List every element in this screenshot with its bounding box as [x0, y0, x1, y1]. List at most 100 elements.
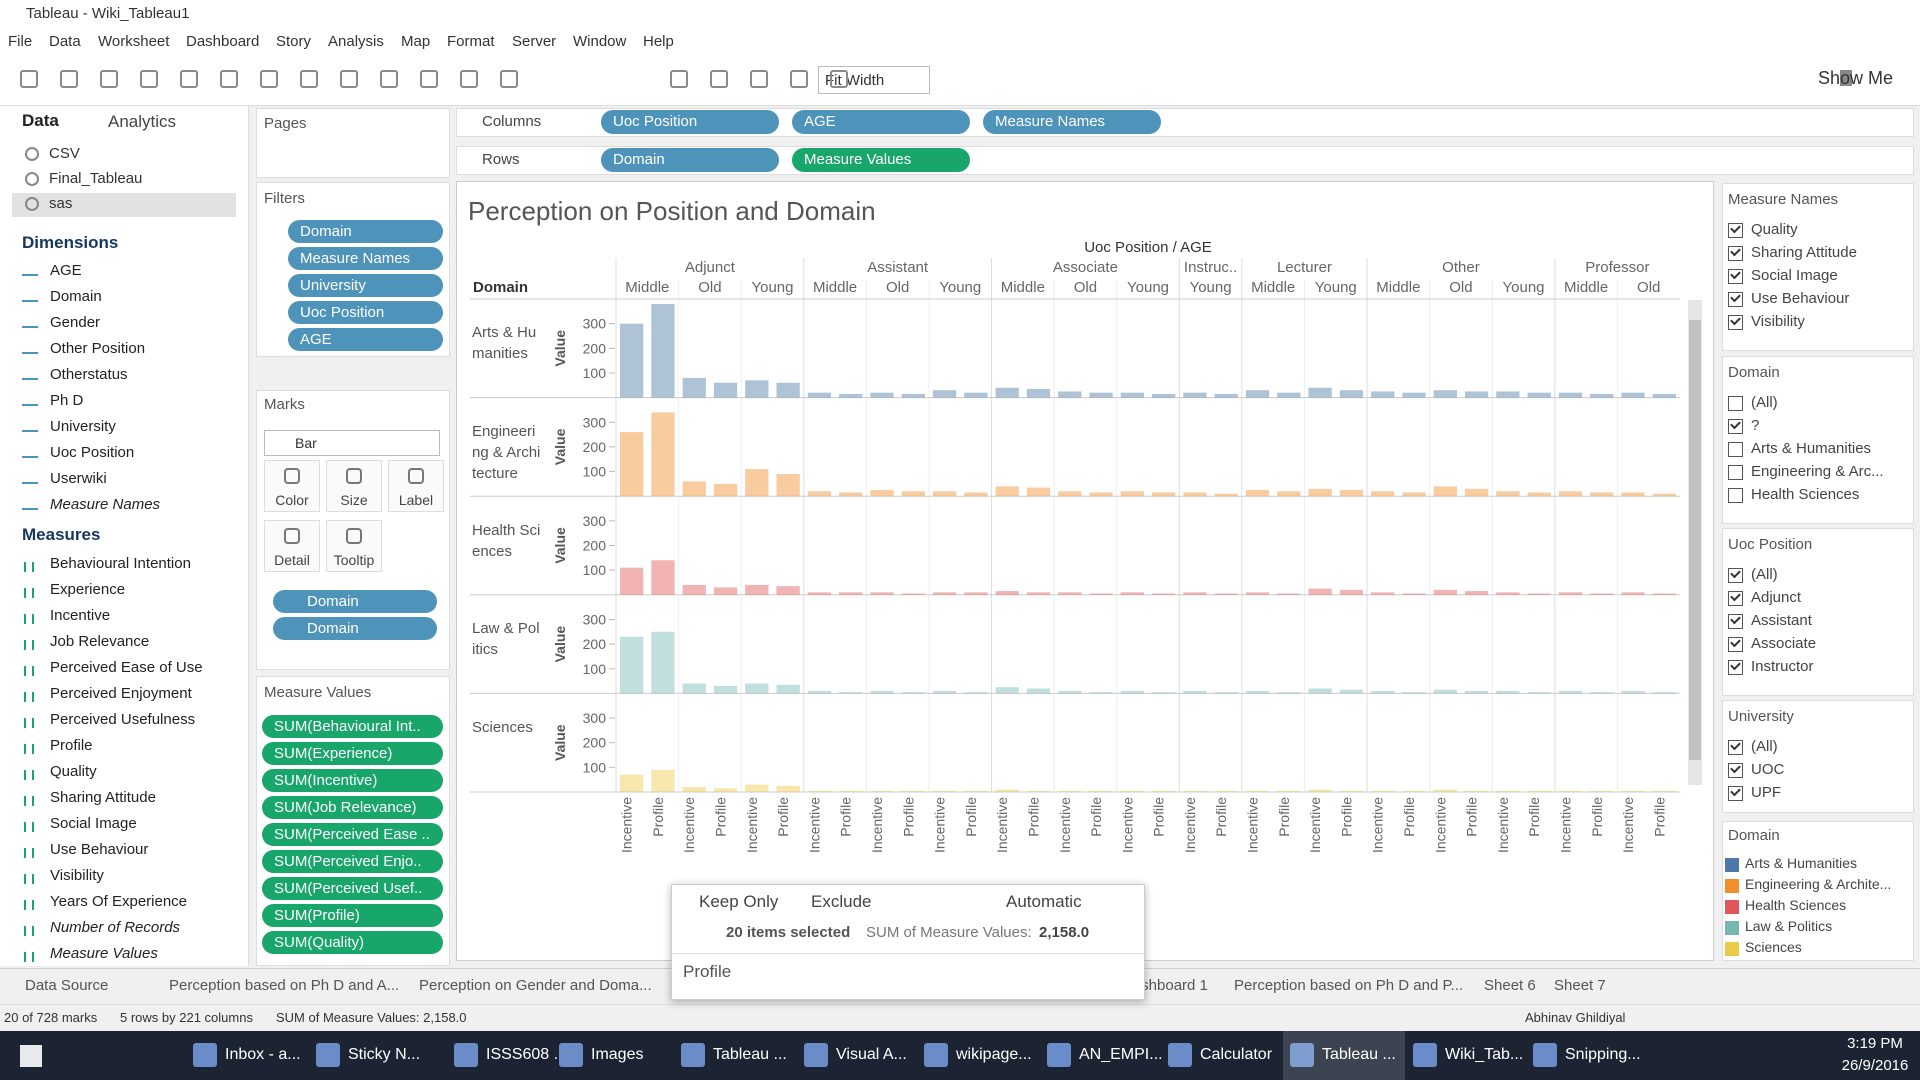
filter-pill[interactable]: University — [288, 274, 443, 297]
filter-item[interactable]: Quality — [1751, 221, 1798, 238]
menu-item[interactable]: Format — [447, 33, 495, 50]
tooltip-exclude[interactable]: Exclude — [811, 892, 872, 911]
filter-item[interactable]: (All) — [1751, 394, 1778, 411]
column-pill[interactable]: Uoc Position — [601, 110, 779, 134]
task-icon[interactable] — [559, 1043, 583, 1067]
toolbar-icon[interactable] — [260, 70, 278, 88]
task-icon[interactable] — [1168, 1043, 1192, 1067]
sheet-tab[interactable]: Sheet 7 — [1554, 977, 1606, 994]
task-icon[interactable] — [1047, 1043, 1071, 1067]
task-label[interactable]: Calculator — [1200, 1046, 1273, 1063]
menu-item[interactable]: Help — [643, 33, 674, 50]
checkbox[interactable] — [1728, 442, 1743, 457]
toolbar-icon[interactable] — [710, 70, 728, 88]
filter-item[interactable]: Use Behaviour — [1751, 290, 1850, 307]
task-label[interactable]: Sticky N... — [348, 1046, 421, 1063]
checkbox[interactable] — [1728, 786, 1743, 801]
menu-item[interactable]: Analysis — [328, 33, 384, 50]
checkbox[interactable] — [1728, 488, 1743, 503]
filter-item[interactable]: Visibility — [1751, 313, 1805, 330]
checkbox[interactable] — [1728, 292, 1743, 307]
data-source[interactable]: sas — [49, 195, 73, 212]
measure-field[interactable]: Number of Records — [50, 919, 181, 936]
status-user[interactable]: Abhinav Ghildiyal — [1525, 1010, 1626, 1025]
filter-pill[interactable]: Measure Names — [288, 247, 443, 270]
menu-item[interactable]: Worksheet — [98, 33, 170, 50]
filter-item[interactable]: Engineering & Arc... — [1751, 463, 1884, 480]
measure-values-pill[interactable]: SUM(Perceived Enjo.. — [262, 850, 443, 873]
sheet-tab[interactable]: Perception based on Ph D and P... — [1234, 977, 1464, 994]
task-icon[interactable] — [1533, 1043, 1557, 1067]
filter-item[interactable]: Assistant — [1751, 612, 1812, 629]
toolbar-icon[interactable] — [670, 70, 688, 88]
filter-item[interactable]: Sharing Attitude — [1751, 244, 1857, 261]
measure-field[interactable]: Use Behaviour — [50, 841, 149, 858]
measure-field[interactable]: Perceived Enjoyment — [50, 685, 192, 702]
tooltip-automatic[interactable]: Automatic — [1006, 892, 1082, 911]
sheet-tab[interactable]: Perception on Gender and Doma... — [419, 977, 652, 994]
filter-item[interactable]: Arts & Humanities — [1751, 440, 1872, 457]
filter-pill[interactable]: AGE — [288, 328, 443, 351]
task-label[interactable]: ISSS608 ... — [486, 1046, 567, 1063]
filter-item[interactable]: Health Sciences — [1751, 486, 1860, 503]
toolbar-icon[interactable] — [60, 70, 78, 88]
task-icon[interactable] — [454, 1043, 478, 1067]
task-label[interactable]: AN_EMPI... — [1079, 1046, 1163, 1063]
toolbar-icon[interactable] — [180, 70, 198, 88]
measure-field[interactable]: Visibility — [50, 867, 104, 884]
tab-data[interactable]: Data — [22, 111, 59, 130]
filter-item[interactable]: ? — [1751, 417, 1760, 434]
column-pill[interactable]: Measure Names — [983, 110, 1161, 134]
measure-field[interactable]: Incentive — [50, 607, 111, 624]
legend-item[interactable]: Engineering & Archite... — [1745, 876, 1892, 892]
filter-item[interactable]: Adjunct — [1751, 589, 1802, 606]
task-label[interactable]: Images — [591, 1046, 644, 1063]
toolbar-icon[interactable] — [100, 70, 118, 88]
measure-field[interactable]: Years Of Experience — [50, 893, 188, 910]
task-icon[interactable] — [316, 1043, 340, 1067]
toolbar-icon[interactable] — [220, 70, 238, 88]
measure-values-pill[interactable]: SUM(Perceived Usef.. — [262, 877, 443, 900]
measure-field[interactable]: Perceived Usefulness — [50, 711, 196, 728]
tab-analytics[interactable]: Analytics — [108, 112, 177, 131]
checkbox[interactable] — [1728, 269, 1743, 284]
measure-field[interactable]: Measure Values — [50, 945, 158, 962]
checkbox[interactable] — [1728, 568, 1743, 583]
dimension-field[interactable]: AGE — [50, 262, 82, 279]
filter-item[interactable]: Associate — [1751, 635, 1817, 652]
toolbar-icon[interactable] — [140, 70, 158, 88]
measure-field[interactable]: Job Relevance — [50, 633, 150, 650]
dimension-field[interactable]: Gender — [50, 314, 101, 331]
dimension-field[interactable]: Otherstatus — [50, 366, 128, 383]
menu-item[interactable]: File — [8, 33, 33, 50]
task-icon[interactable] — [681, 1043, 705, 1067]
checkbox[interactable] — [1728, 465, 1743, 480]
task-label[interactable]: Wiki_Tab... — [1445, 1046, 1524, 1063]
filter-pill[interactable]: Domain — [288, 220, 443, 243]
toolbar-icon[interactable] — [500, 70, 518, 88]
measure-field[interactable]: Quality — [50, 763, 97, 780]
checkbox[interactable] — [1728, 740, 1743, 755]
toolbar-icon[interactable] — [380, 70, 398, 88]
checkbox[interactable] — [1728, 637, 1743, 652]
checkbox[interactable] — [1728, 614, 1743, 629]
toolbar-icon[interactable] — [300, 70, 318, 88]
task-label[interactable]: wikipage... — [956, 1046, 1032, 1063]
dimension-field[interactable]: Userwiki — [50, 470, 107, 487]
toolbar-icon[interactable] — [460, 70, 478, 88]
row-pill[interactable]: Domain — [601, 148, 779, 172]
measure-values-pill[interactable]: SUM(Job Relevance) — [262, 796, 443, 819]
filter-pill[interactable]: Uoc Position — [288, 301, 443, 324]
scroll-thumb[interactable] — [1689, 320, 1701, 760]
measure-values-pill[interactable]: SUM(Quality) — [262, 931, 443, 954]
measure-field[interactable]: Sharing Attitude — [50, 789, 156, 806]
legend-item[interactable]: Law & Politics — [1745, 918, 1833, 934]
measure-field[interactable]: Behavioural Intention — [50, 555, 191, 572]
sheet-tab[interactable]: Sheet 6 — [1484, 977, 1536, 994]
filter-item[interactable]: (All) — [1751, 738, 1778, 755]
checkbox[interactable] — [1728, 315, 1743, 330]
filter-item[interactable]: (All) — [1751, 566, 1778, 583]
menu-item[interactable]: Server — [512, 33, 557, 50]
menu-item[interactable]: Window — [573, 33, 627, 50]
toolbar-icon[interactable] — [830, 70, 848, 88]
